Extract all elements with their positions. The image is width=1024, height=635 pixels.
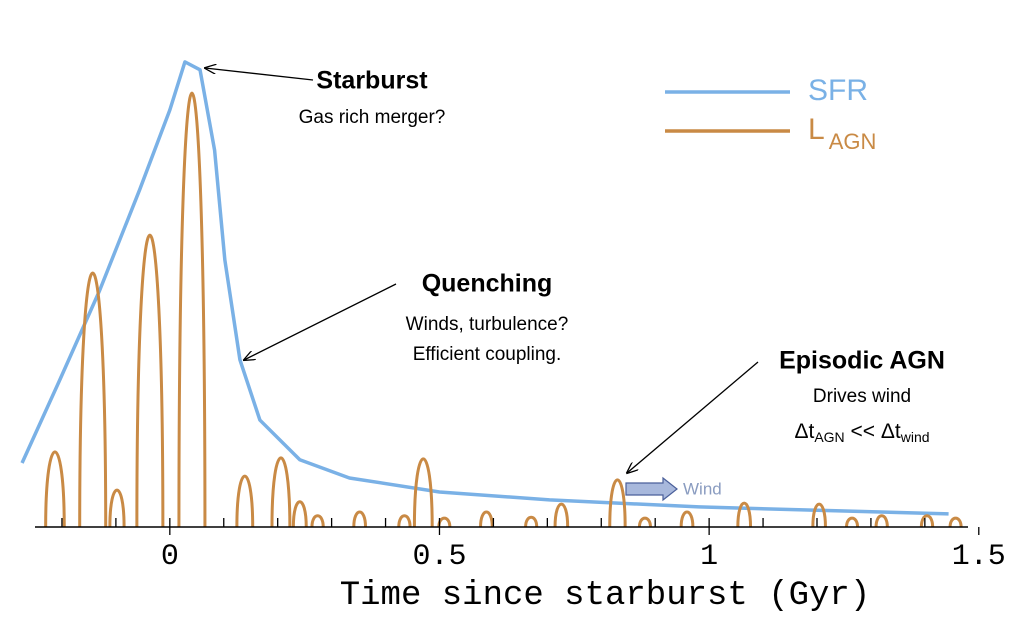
agn-spike <box>78 271 108 528</box>
annotation-text: Efficient coupling. <box>413 344 562 365</box>
plot-area: 0 0.5 1 1.5 <box>20 60 1006 574</box>
formula-sub: AGN <box>814 429 844 445</box>
agn-spike <box>479 510 494 528</box>
agn-spike <box>874 514 889 528</box>
annotation-formula: ΔtAGN << Δtwind <box>794 420 929 445</box>
annotation-text: Drives wind <box>813 386 911 407</box>
annotation-title: Episodic AGN <box>779 347 945 375</box>
arrow <box>627 361 759 473</box>
x-tick-label: 1 <box>700 540 718 574</box>
agn-spike <box>553 502 570 528</box>
x-axis-label: Time since starburst (Gyr) <box>340 577 871 615</box>
legend-name: SFR <box>808 74 868 107</box>
formula-sub: wind <box>900 429 930 445</box>
legend-label: L AGN <box>808 113 876 154</box>
x-tick-label: 0 <box>161 540 179 574</box>
agn-spike <box>608 478 627 528</box>
agn-spike <box>177 92 207 528</box>
x-tick-label: 1.5 <box>952 540 1006 574</box>
legend-sub: AGN <box>829 129 877 154</box>
annotation-title: Quenching <box>422 270 553 298</box>
agn-spike <box>679 510 695 528</box>
agn-spike <box>291 500 308 528</box>
agn-spike <box>135 233 165 528</box>
x-tick-label: 0.5 <box>412 540 466 574</box>
agn-spike <box>736 501 753 528</box>
arrow <box>205 68 314 81</box>
formula-part: << Δt <box>845 420 901 443</box>
agn-spike <box>235 474 255 528</box>
agn-spike <box>437 516 452 528</box>
agn-spike <box>919 514 935 528</box>
annotation-title: Starburst <box>316 67 428 95</box>
wind-arrow <box>625 476 678 502</box>
agn-spike <box>412 457 434 528</box>
annotation-text: Winds, turbulence? <box>406 314 569 335</box>
agn-spike <box>524 515 539 528</box>
agn-spike <box>108 488 126 528</box>
arrow <box>244 283 397 360</box>
agn-spike <box>948 516 963 528</box>
agn-spike <box>397 514 412 528</box>
agn-spike <box>637 516 652 528</box>
annotation-text: Gas rich merger? <box>299 107 446 128</box>
sfr-line <box>20 60 949 516</box>
formula-part: Δt <box>794 420 814 443</box>
agn-spike <box>270 456 292 528</box>
agn-spike <box>811 502 827 528</box>
legend-label: SFR <box>808 74 868 107</box>
legend-name: L <box>808 113 825 146</box>
agn-spike <box>352 510 368 528</box>
agn-spike <box>44 450 66 528</box>
agn-spike <box>845 516 860 528</box>
agn-spike <box>310 514 325 528</box>
wind-label: Wind <box>683 479 722 498</box>
